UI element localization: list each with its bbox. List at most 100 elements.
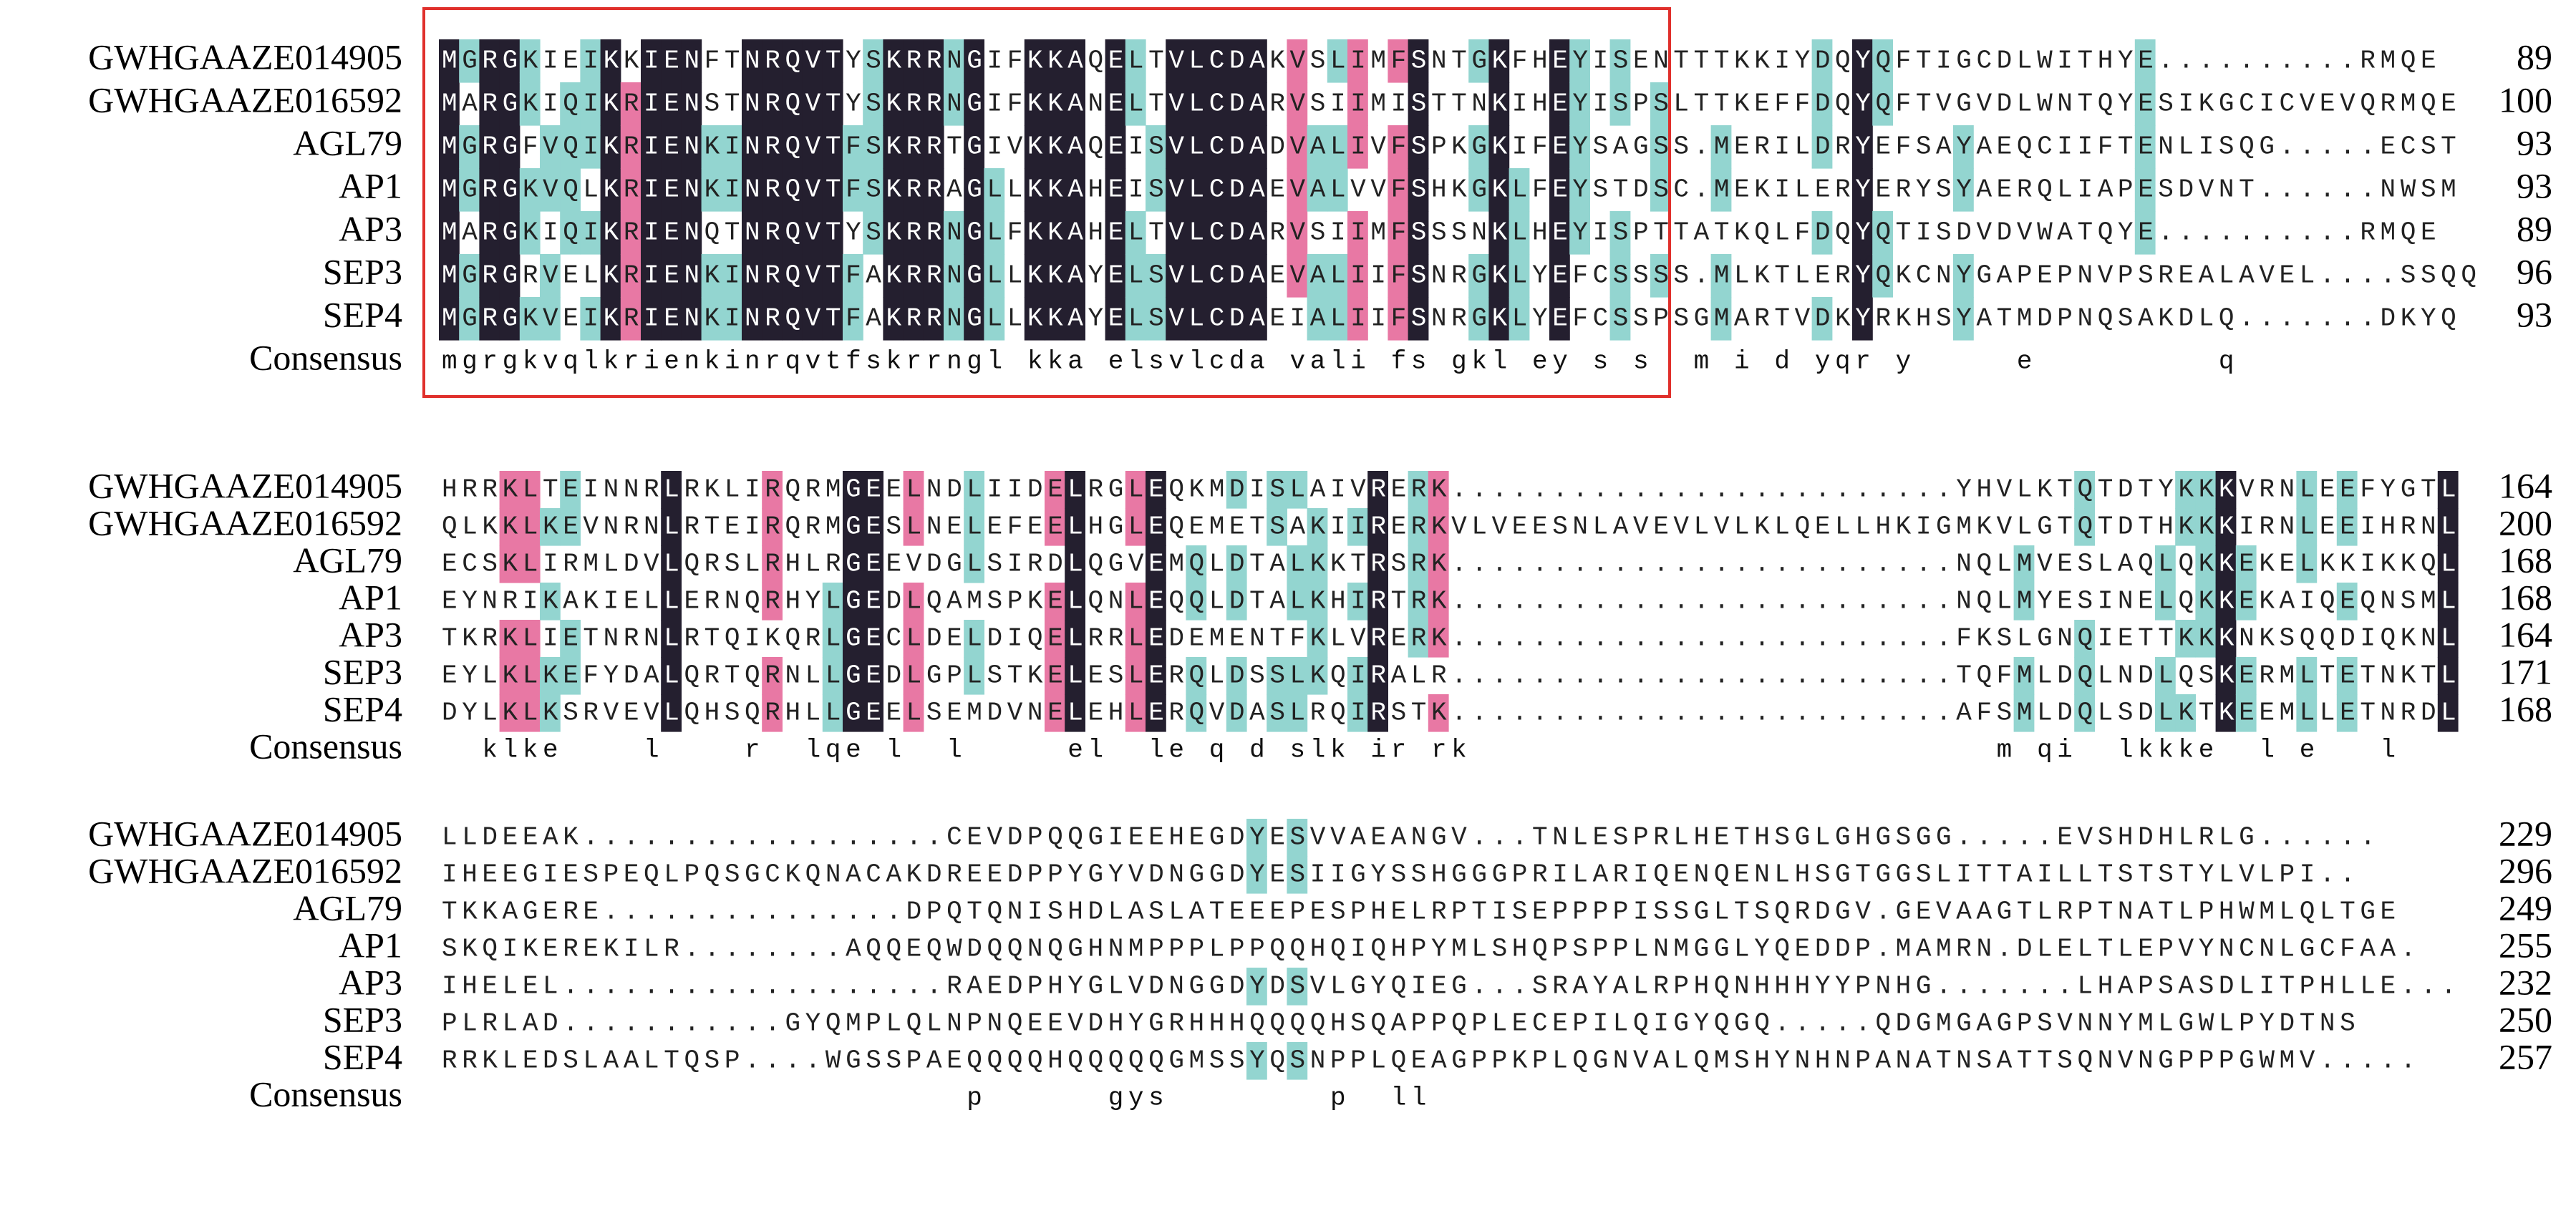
conservation-shade [883,39,904,83]
conservation-shade [1852,39,1873,83]
conservation-shade [1307,620,1328,658]
conservation-shade [782,168,803,212]
conservation-shade [843,254,863,298]
conservation-shade [903,297,924,341]
conservation-shade [641,82,662,126]
conservation-shade [762,694,783,732]
sequence: MGRGKVQLKRIENKINRQVTFSKRRAGLLKKAHEISVLCD… [442,175,2461,205]
conservation-shade [2235,545,2257,583]
conservation-shade [1367,471,1388,509]
conservation-shade [1710,297,1732,341]
conservation-shade [1347,39,1368,83]
conservation-shade [560,82,581,126]
sequence-name: AP3 [339,208,402,248]
sequence-name: GWHGAAZE016592 [88,850,402,890]
conservation-shade [1811,82,1833,126]
conservation-shade [1226,168,1247,212]
consensus-label: Consensus [249,726,402,766]
conservation-shade [2215,471,2237,509]
conservation-shade [782,39,803,83]
conservation-shade [883,211,904,255]
conservation-shade [620,297,641,341]
conservation-shade [2336,694,2358,732]
conservation-shade [1367,657,1388,695]
conservation-shade [1569,168,1590,212]
conservation-shade [519,39,541,83]
conservation-shade [600,211,621,255]
conservation-shade [1065,471,1085,509]
sequence: MGRGKIEIKKIENFTNRQVTYSKRRNGIFKKAQELTVLCD… [442,47,2441,76]
conservation-shade [1146,297,1166,341]
conservation-shade [1367,583,1388,621]
sequence-name: AGL79 [293,887,402,928]
conservation-shade [1267,694,1287,732]
conservation-shade [762,254,783,298]
conservation-shade [1509,168,1530,212]
conservation-shade [661,211,682,255]
conservation-shade [762,125,783,169]
conservation-shade [1166,297,1186,341]
conservation-shade [620,125,641,169]
sequence-name: GWHGAAZE014905 [88,37,402,77]
conservation-shade [620,168,641,212]
conservation-shade [822,583,843,621]
conservation-shade [540,297,561,341]
conservation-shade [499,82,520,126]
conservation-shade [802,168,823,212]
conservation-shade [519,545,541,583]
conservation-shade [863,168,883,212]
conservation-shade [2134,168,2156,212]
conservation-shade [701,125,722,169]
conservation-shade [2215,620,2237,658]
conservation-shade [1287,168,1308,212]
conservation-shade [1488,39,1510,83]
conservation-shade [863,125,883,169]
conservation-shade [661,694,682,732]
conservation-shade [2437,583,2459,621]
conservation-shade [883,168,904,212]
sequence: MGRGFVQIKRIENKINRQVTFSKRRTGIVKKAQEISVLCD… [442,132,2461,162]
conservation-shade [883,297,904,341]
conservation-shade [661,545,682,583]
conservation-shade [479,125,500,169]
conservation-shade [1408,620,1429,658]
end-position: 164 [2499,614,2552,654]
conservation-shade [2074,657,2095,695]
conservation-shade [1186,254,1207,298]
conservation-shade [1428,508,1449,546]
conservation-shade [519,471,541,509]
conservation-shade [923,168,944,212]
conservation-shade [600,125,621,169]
conservation-shade [1267,471,1287,509]
conservation-shade [1388,297,1409,341]
conservation-shade [2336,508,2358,546]
conservation-shade [1549,211,1570,255]
conservation-shade [459,297,480,341]
conservation-shade [439,39,460,83]
conservation-shade [944,82,964,126]
conservation-shade [1125,657,1146,695]
conservation-shade [560,471,581,509]
sequence-name: SEP3 [323,999,402,1039]
conservation-shade [863,620,883,658]
conservation-shade [762,508,783,546]
conservation-shade [964,125,984,169]
sequence: TKKAGERE...............DPQTQNISHDLASLATE… [442,897,2401,927]
conservation-shade [560,168,581,212]
conservation-shade [1408,39,1429,83]
conservation-shade [903,168,924,212]
conservation-shade [1549,39,1570,83]
conservation-shade [701,254,722,298]
sequence: TKRKLIETNRNLRTQIKQRLGECLDELDIQELRRLEDEME… [442,624,2461,653]
conservation-shade [1146,620,1166,658]
conservation-shade [560,508,581,546]
conservation-shade [1186,211,1207,255]
conservation-shade [2074,620,2095,658]
conservation-shade [1811,211,1833,255]
conservation-shade [1953,125,1974,169]
conservation-shade [1045,620,1065,658]
conservation-shade [1609,254,1631,298]
conservation-shade [1065,620,1085,658]
conservation-shade [540,125,561,169]
conservation-shade [1287,211,1308,255]
